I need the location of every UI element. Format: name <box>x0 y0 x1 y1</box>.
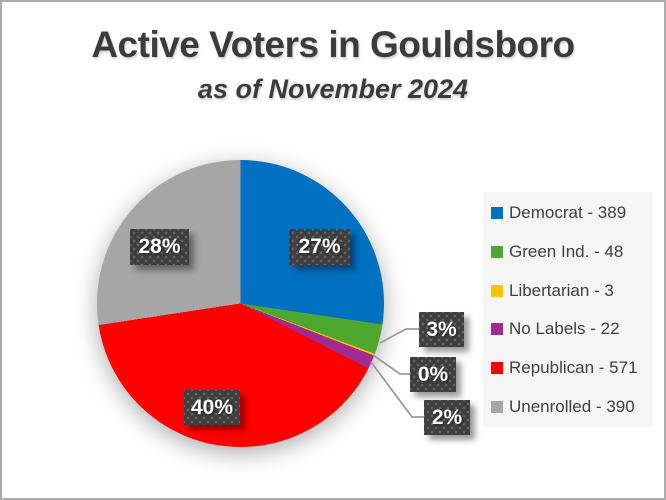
legend-label-no-labels: No Labels - 22 <box>509 319 620 339</box>
legend-label-unenrolled: Unenrolled - 390 <box>509 396 635 416</box>
data-label-libertarian: 0% <box>410 357 456 392</box>
data-label-republican: 40% <box>184 390 240 425</box>
legend-swatch-republican <box>491 362 503 375</box>
legend-swatch-unenrolled <box>491 400 503 413</box>
legend-item-no-labels: No Labels - 22 <box>483 310 653 349</box>
legend-label-republican: Republican - 571 <box>509 358 638 378</box>
pie-chart <box>97 160 384 447</box>
legend-label-libertarian: Libertarian - 3 <box>509 280 614 300</box>
leader-line-green-ind <box>379 328 419 344</box>
legend-swatch-libertarian <box>491 284 503 297</box>
legend-item-unenrolled: Unenrolled - 390 <box>483 387 653 426</box>
legend-item-democrat: Democrat - 389 <box>483 194 653 233</box>
legend: Democrat - 389 Green Ind. - 48 Libertari… <box>483 192 653 427</box>
legend-swatch-democrat <box>491 207 503 220</box>
data-label-green-ind: 3% <box>419 312 464 347</box>
data-label-no-labels: 2% <box>424 400 470 435</box>
legend-item-republican: Republican - 571 <box>483 349 653 388</box>
data-label-democrat: 27% <box>289 229 350 265</box>
leader-line-libertarian <box>372 354 410 375</box>
chart-subtitle: as of November 2024 <box>197 74 469 104</box>
legend-label-green-ind: Green Ind. - 48 <box>509 242 624 262</box>
legend-swatch-no-labels <box>491 323 503 336</box>
chart-title: Active Voters in Gouldsboro <box>91 24 575 65</box>
legend-item-green-ind: Green Ind. - 48 <box>483 233 653 272</box>
legend-item-libertarian: Libertarian - 3 <box>483 271 653 310</box>
legend-label-democrat: Democrat - 389 <box>509 203 627 223</box>
data-label-unenrolled: 28% <box>130 229 189 265</box>
legend-swatch-green-ind <box>491 246 503 259</box>
